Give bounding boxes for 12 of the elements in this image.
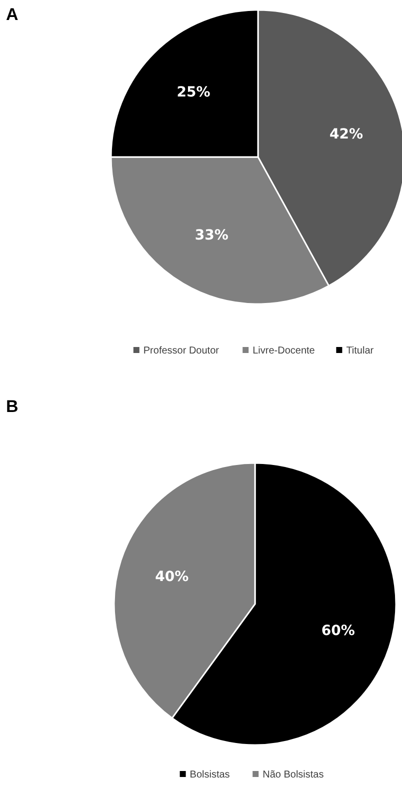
chart-title: B (6, 397, 18, 416)
legend-label: Titular (346, 346, 374, 356)
legend-label: Livre-Docente (252, 346, 316, 356)
chart-title: A (6, 5, 18, 24)
data-label: 33% (194, 227, 228, 244)
data-label: 40% (155, 568, 189, 585)
data-label: 25% (176, 84, 210, 101)
legend-label: Não Bolsistas (262, 770, 324, 780)
legend-label: Professor Doutor (143, 346, 220, 356)
data-label: 42% (330, 126, 364, 142)
legend-label: Bolsistas (190, 770, 230, 780)
data-label: 60% (321, 623, 355, 640)
